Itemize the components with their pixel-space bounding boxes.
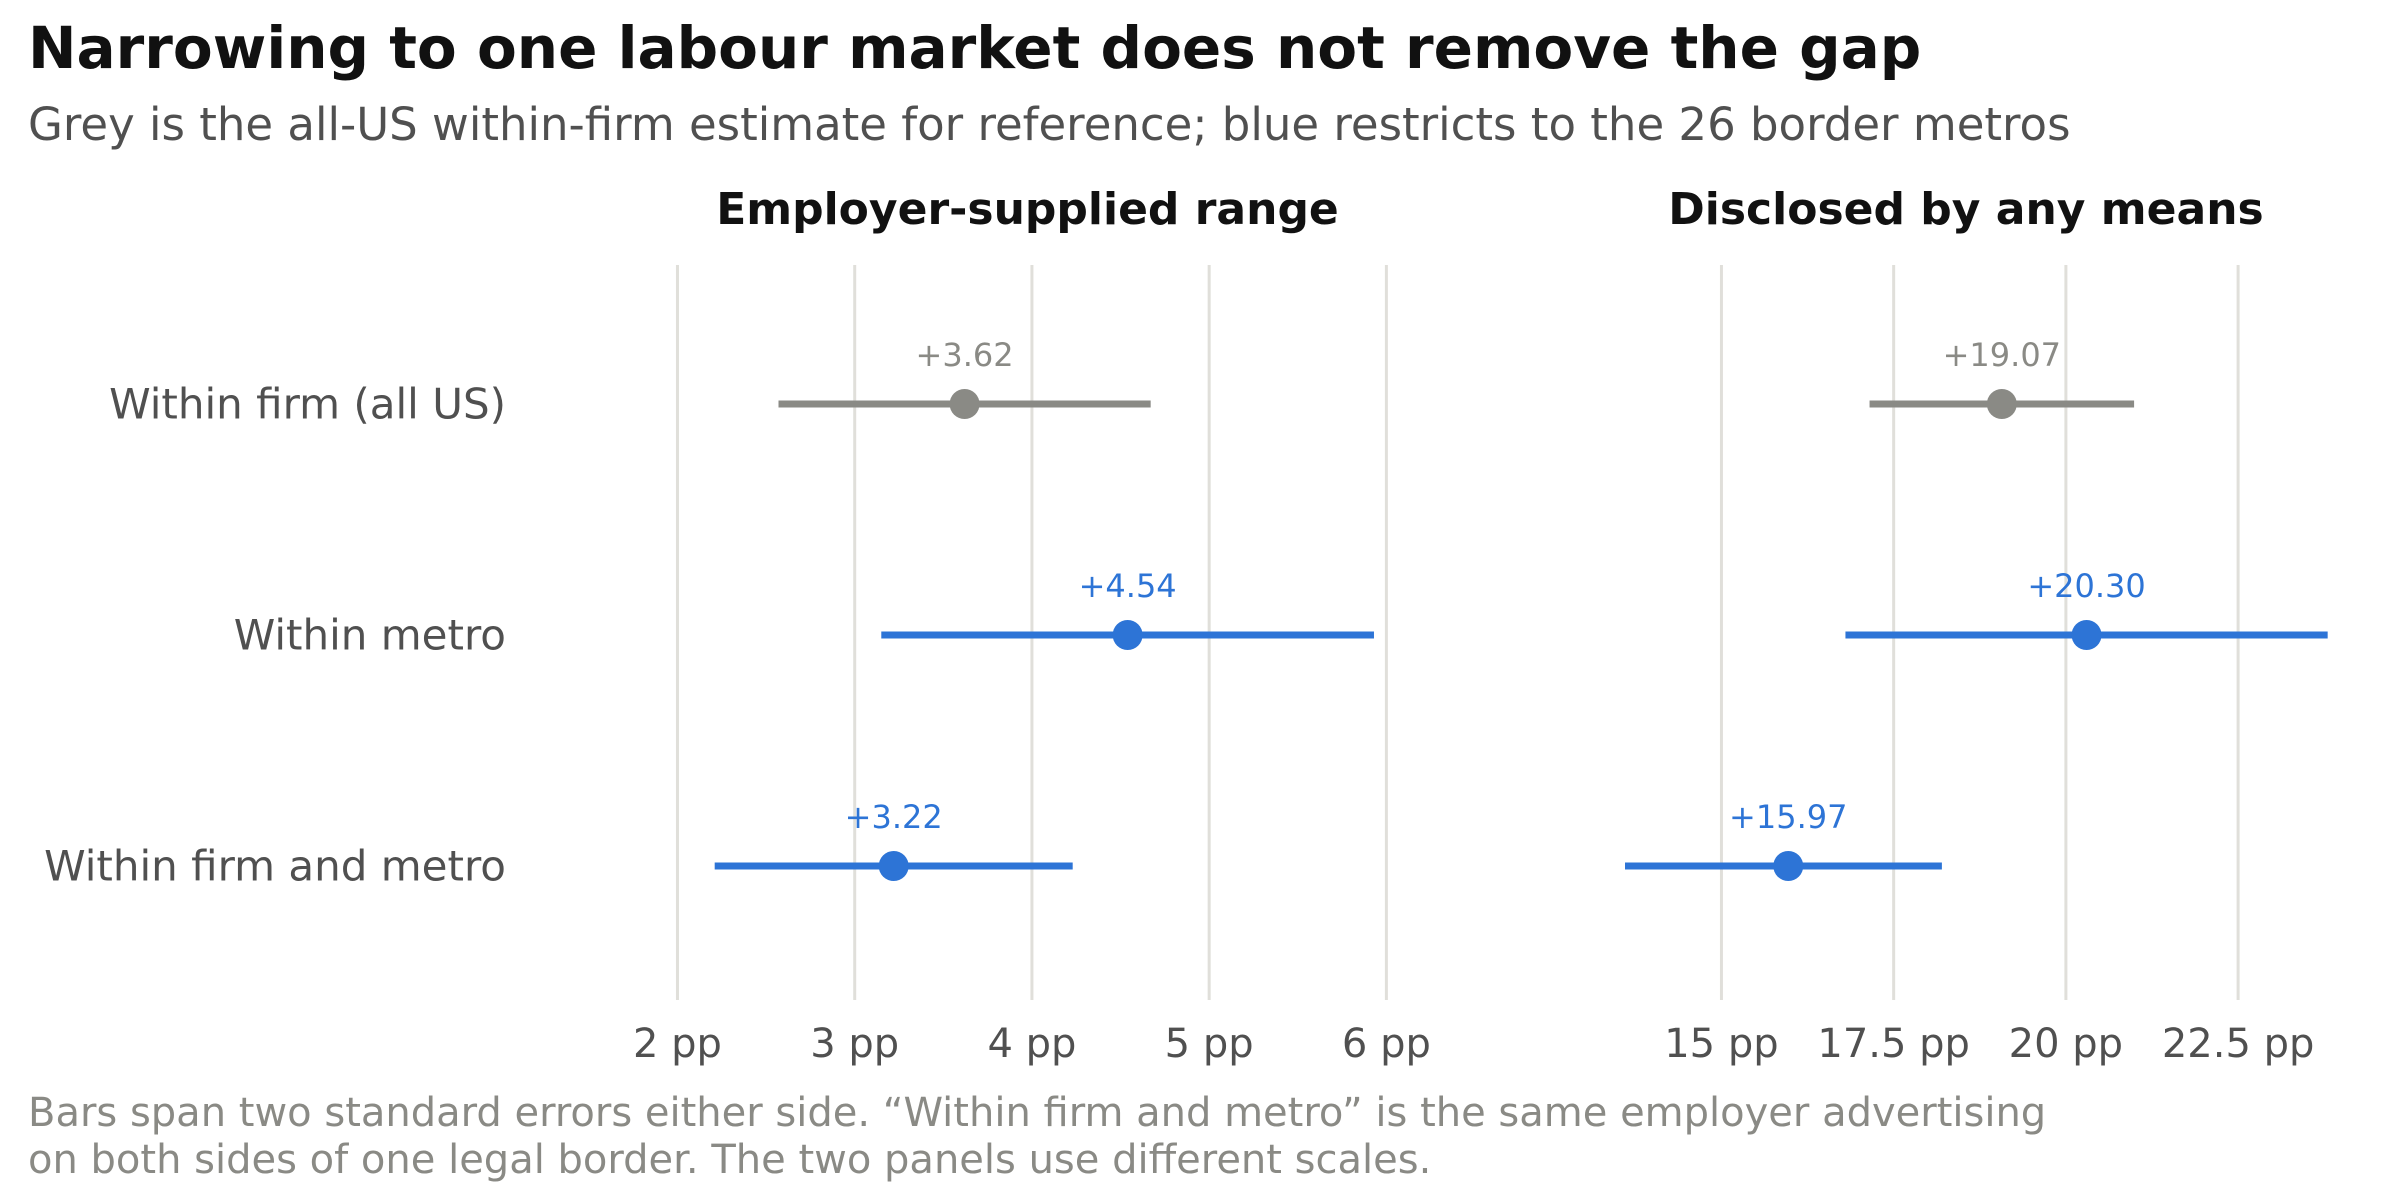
panel-1-tick-label-2: 3 pp — [810, 1021, 899, 1067]
panel-2-title: Disclosed by any means — [1668, 184, 2263, 235]
panel-2-point-3 — [1773, 851, 1804, 881]
footnote-line-1: Bars span two standard errors either sid… — [28, 1090, 2047, 1136]
panel-1-title: Employer-supplied range — [716, 184, 1339, 235]
panel-1-tick-label-4: 5 pp — [1165, 1021, 1254, 1067]
panel-1-value-label-3: +3.22 — [845, 798, 943, 836]
chart-footnote: Bars span two standard errors either sid… — [28, 1090, 2328, 1184]
row-label-2: Within metro — [234, 611, 506, 660]
chart-subtitle: Grey is the all-US within-firm estimate … — [28, 98, 2071, 151]
panel-1-point-2 — [1112, 620, 1143, 650]
panel-1-tick-label-1: 2 pp — [633, 1021, 722, 1067]
panel-2-point-1 — [1986, 389, 2017, 419]
panel-1-point-3 — [878, 851, 909, 881]
panel-1-tick-label-5: 6 pp — [1342, 1021, 1431, 1067]
row-label-1: Within firm (all US) — [109, 380, 506, 429]
panel-2-tick-label-1: 15 pp — [1664, 1021, 1778, 1067]
row-label-3: Within firm and metro — [44, 842, 506, 891]
panel-1-value-label-1: +3.62 — [916, 336, 1014, 374]
panel-2-tick-label-2: 17.5 pp — [1817, 1021, 1970, 1067]
panel-1-value-label-2: +4.54 — [1079, 567, 1177, 605]
chart-title: Narrowing to one labour market does not … — [28, 14, 1922, 82]
footnote-line-2: on both sides of one legal border. The t… — [28, 1137, 1432, 1183]
panel-2-value-label-3: +15.97 — [1729, 798, 1847, 836]
panel-1-tick-label-3: 4 pp — [987, 1021, 1076, 1067]
panel-2-point-2 — [2071, 620, 2102, 650]
panel-2-value-label-1: +19.07 — [1943, 336, 2061, 374]
panel-2-tick-label-3: 20 pp — [2009, 1021, 2123, 1067]
panel-2-tick-label-4: 22.5 pp — [2162, 1021, 2315, 1067]
panel-2-value-label-2: +20.30 — [2027, 567, 2145, 605]
panel-1-point-1 — [949, 389, 980, 419]
